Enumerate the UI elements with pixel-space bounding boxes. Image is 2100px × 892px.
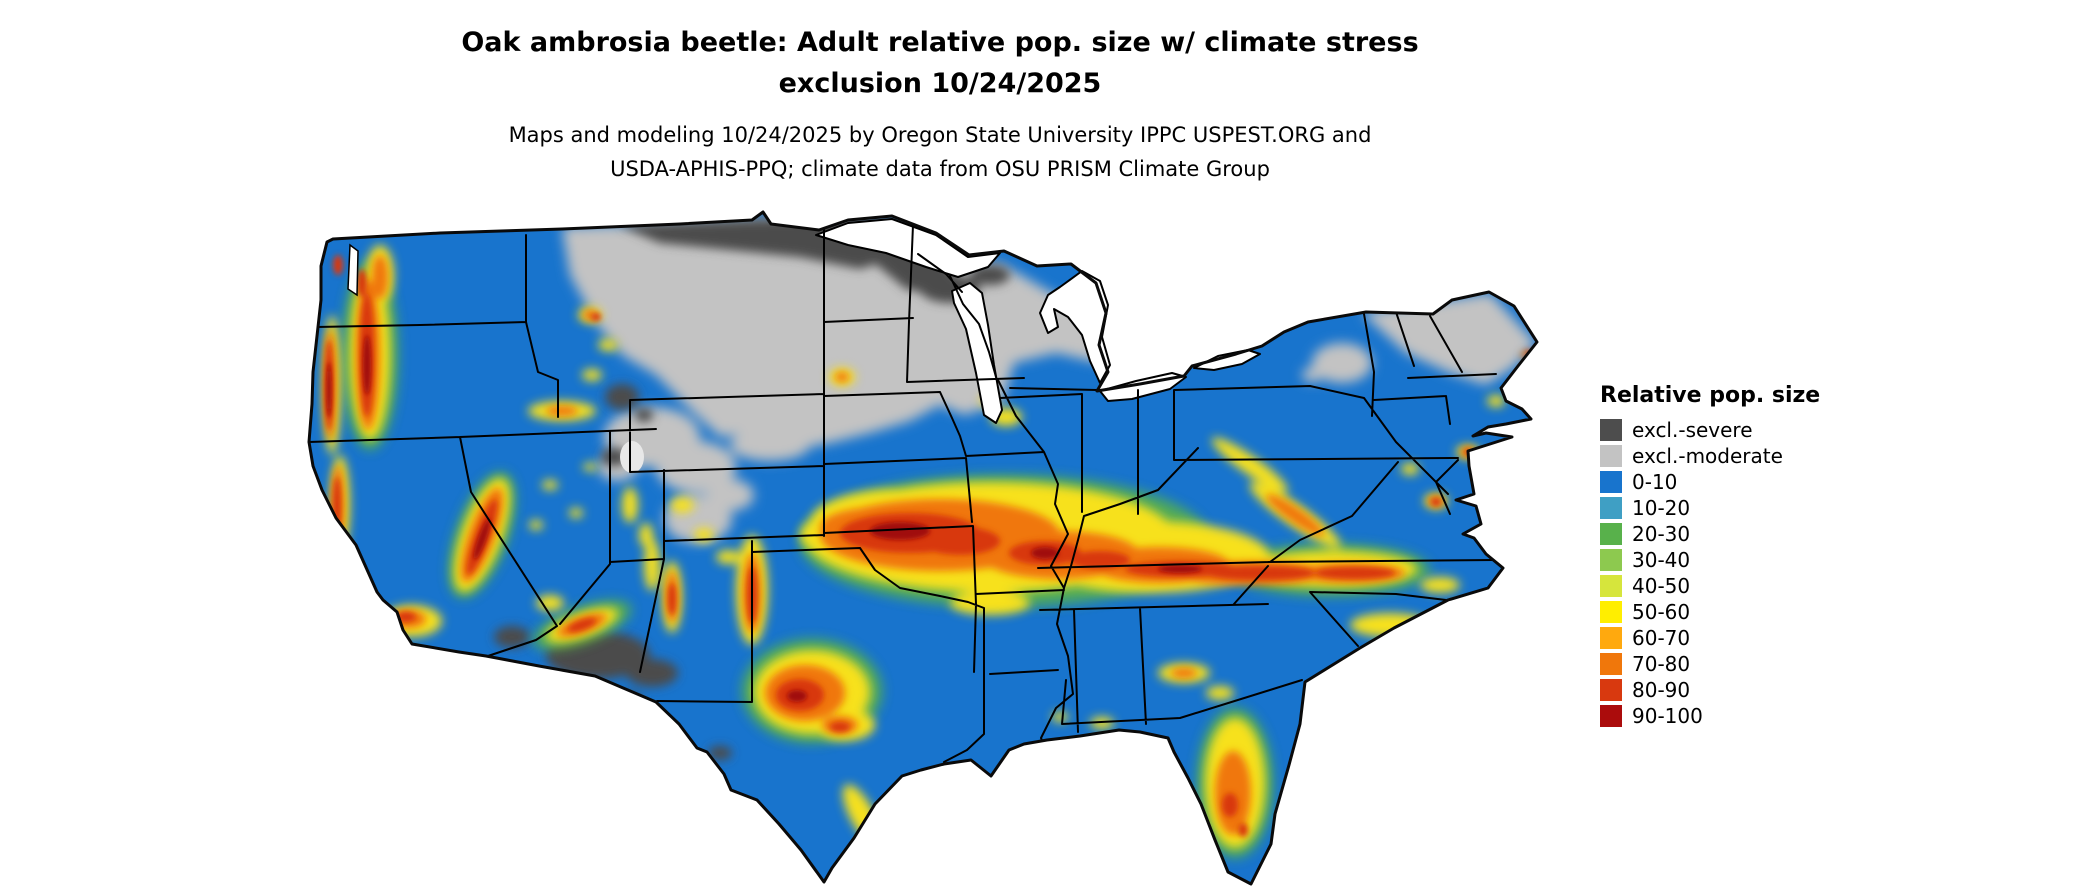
- state-borders-layer: [309, 224, 1497, 763]
- great-lakes: [815, 218, 1261, 424]
- us-map: [300, 205, 1570, 892]
- legend-label: 20-30: [1632, 522, 1691, 546]
- us-map-svg: [307, 210, 1539, 886]
- legend-swatch: [1600, 445, 1622, 467]
- title-line-1: Oak ambrosia beetle: Adult relative pop.…: [461, 27, 1419, 58]
- us-outline-path: [307, 210, 1539, 886]
- legend-item: 90-100: [1600, 704, 1880, 728]
- legend-label: 90-100: [1632, 704, 1703, 728]
- legend-label: 30-40: [1632, 548, 1691, 572]
- legend-swatch: [1600, 471, 1622, 493]
- legend-item: 40-50: [1600, 574, 1880, 598]
- raster-darkred-band: [326, 335, 1202, 702]
- legend-label: 80-90: [1632, 678, 1691, 702]
- title-line-2: exclusion 10/24/2025: [778, 68, 1102, 99]
- legend-label: excl.-severe: [1632, 418, 1753, 442]
- lake-michigan: [951, 282, 1003, 424]
- legend-swatch: [1600, 679, 1622, 701]
- legend-item: 70-80: [1600, 652, 1880, 676]
- legend-item: 60-70: [1600, 626, 1880, 650]
- legend-item: 50-60: [1600, 600, 1880, 624]
- legend-label: 60-70: [1632, 626, 1691, 650]
- legend-item: excl.-moderate: [1600, 444, 1880, 468]
- page-subtitle: Maps and modeling 10/24/2025 by Oregon S…: [0, 118, 1880, 186]
- legend-label: 70-80: [1632, 652, 1691, 676]
- legend-swatch: [1600, 419, 1622, 441]
- legend-item: 30-40: [1600, 548, 1880, 572]
- raster-excl-moderate: [562, 217, 1536, 543]
- page-title: Oak ambrosia beetle: Adult relative pop.…: [0, 22, 1880, 104]
- legend-swatch: [1600, 549, 1622, 571]
- legend-item: excl.-severe: [1600, 418, 1880, 442]
- legend-items: excl.-severe excl.-moderate 0-10 10-20: [1600, 418, 1880, 728]
- header: Oak ambrosia beetle: Adult relative pop.…: [0, 22, 1880, 186]
- legend-item: 80-90: [1600, 678, 1880, 702]
- legend-label: 0-10: [1632, 470, 1678, 494]
- subtitle-line-1: Maps and modeling 10/24/2025 by Oregon S…: [508, 123, 1372, 147]
- great-salt-lake: [620, 441, 644, 473]
- lake-ontario: [1193, 349, 1261, 371]
- raster-red-band: [325, 255, 1532, 837]
- puget-sound: [347, 243, 359, 297]
- state-borders-path: [309, 224, 1497, 763]
- legend-item: 20-30: [1600, 522, 1880, 546]
- legend-label: 10-20: [1632, 496, 1691, 520]
- legend-swatch: [1600, 627, 1622, 649]
- lake-superior: [815, 218, 1001, 278]
- lake-huron: [1039, 270, 1111, 384]
- legend-swatch: [1600, 497, 1622, 519]
- legend-swatch: [1600, 705, 1622, 727]
- population-raster: [309, 212, 1537, 884]
- legend-swatch: [1600, 575, 1622, 597]
- legend-item: 10-20: [1600, 496, 1880, 520]
- legend-item: 0-10: [1600, 470, 1880, 494]
- legend-swatch: [1600, 601, 1622, 623]
- legend-label: 50-60: [1632, 600, 1691, 624]
- legend-label: excl.-moderate: [1632, 444, 1783, 468]
- legend-swatch: [1600, 523, 1622, 545]
- legend-label: 40-50: [1632, 574, 1691, 598]
- legend-title: Relative pop. size: [1600, 383, 1821, 408]
- subtitle-line-2: USDA-APHIS-PPQ; climate data from OSU PR…: [610, 157, 1270, 181]
- legend: Relative pop. size excl.-severe excl.-mo…: [1600, 383, 1880, 731]
- legend-swatch: [1600, 653, 1622, 675]
